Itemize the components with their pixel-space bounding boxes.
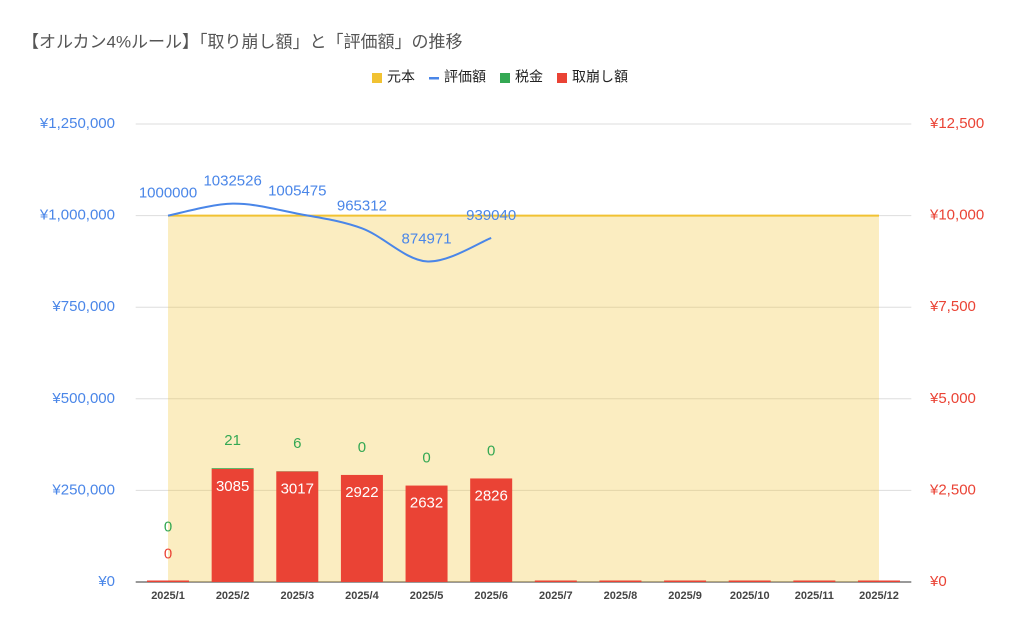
y2-tick-label: ¥5,000 xyxy=(929,390,976,407)
data-label: 2632 xyxy=(410,495,443,512)
legend-swatch xyxy=(429,77,439,80)
legend-label: 税金 xyxy=(515,69,543,85)
x-tick-label: 2025/3 xyxy=(280,590,314,602)
y2-tick-label: ¥2,500 xyxy=(929,481,976,498)
legend-label: 取崩し額 xyxy=(572,69,628,85)
y-tick-label: ¥500,000 xyxy=(51,390,115,407)
data-label: 939040 xyxy=(466,207,516,224)
legend-swatch xyxy=(500,73,510,83)
x-tick-label: 2025/9 xyxy=(668,590,702,602)
bar xyxy=(664,580,707,582)
data-label: 0 xyxy=(358,439,366,456)
y-tick-label: ¥1,250,000 xyxy=(39,115,115,132)
area xyxy=(168,215,879,582)
x-tick-label: 2025/10 xyxy=(730,590,770,602)
x-tick-label: 2025/7 xyxy=(539,590,573,602)
data-label: 3085 xyxy=(216,478,249,495)
bar xyxy=(599,580,642,582)
y2-tick-label: ¥10,000 xyxy=(929,207,984,224)
y2-tick-label: ¥0 xyxy=(929,573,947,590)
y-tick-label: ¥750,000 xyxy=(51,298,115,315)
y-tick-label: ¥0 xyxy=(97,573,115,590)
data-label: 1005475 xyxy=(268,183,326,200)
data-label: 21 xyxy=(224,432,241,449)
bar xyxy=(405,485,448,582)
y-tick-label: ¥1,000,000 xyxy=(39,207,115,224)
bar xyxy=(340,474,383,582)
x-tick-label: 2025/12 xyxy=(859,590,899,602)
bar xyxy=(211,468,254,582)
data-label: 1032526 xyxy=(203,173,261,190)
y2-tick-label: ¥12,500 xyxy=(929,115,984,132)
bar xyxy=(728,580,771,582)
data-label: 0 xyxy=(164,518,172,535)
bar xyxy=(793,580,836,582)
x-tick-label: 2025/5 xyxy=(410,590,444,602)
legend-swatch xyxy=(557,73,567,83)
bar xyxy=(147,580,190,582)
data-label: 3017 xyxy=(281,480,314,497)
data-label: 874971 xyxy=(402,230,452,247)
data-label: 0 xyxy=(422,450,430,467)
bar xyxy=(276,471,319,582)
data-label: 1000000 xyxy=(139,185,197,202)
x-tick-label: 2025/1 xyxy=(151,590,185,602)
data-label: 0 xyxy=(487,442,495,459)
x-tick-label: 2025/2 xyxy=(216,590,250,602)
bar xyxy=(211,468,254,469)
y-tick-label: ¥250,000 xyxy=(51,481,115,498)
y2-tick-label: ¥7,500 xyxy=(929,298,976,315)
x-tick-label: 2025/8 xyxy=(604,590,638,602)
x-tick-label: 2025/6 xyxy=(474,590,508,602)
legend-label: 評価額 xyxy=(444,69,486,85)
legend-label: 元本 xyxy=(387,69,415,85)
data-label: 2826 xyxy=(474,487,507,504)
data-label: 965312 xyxy=(337,197,387,214)
data-label: 6 xyxy=(293,435,301,452)
bar xyxy=(470,478,513,582)
chart-title: 【オルカン4%ルール】「取り崩し額」と「評価額」の推移 xyxy=(22,32,463,51)
data-label: 0 xyxy=(164,545,172,562)
bar xyxy=(534,580,577,582)
bar xyxy=(857,580,900,582)
x-tick-label: 2025/4 xyxy=(345,590,380,602)
x-tick-label: 2025/11 xyxy=(795,590,834,602)
data-label: 2922 xyxy=(345,484,378,501)
legend-swatch xyxy=(372,73,382,83)
line xyxy=(167,202,492,263)
